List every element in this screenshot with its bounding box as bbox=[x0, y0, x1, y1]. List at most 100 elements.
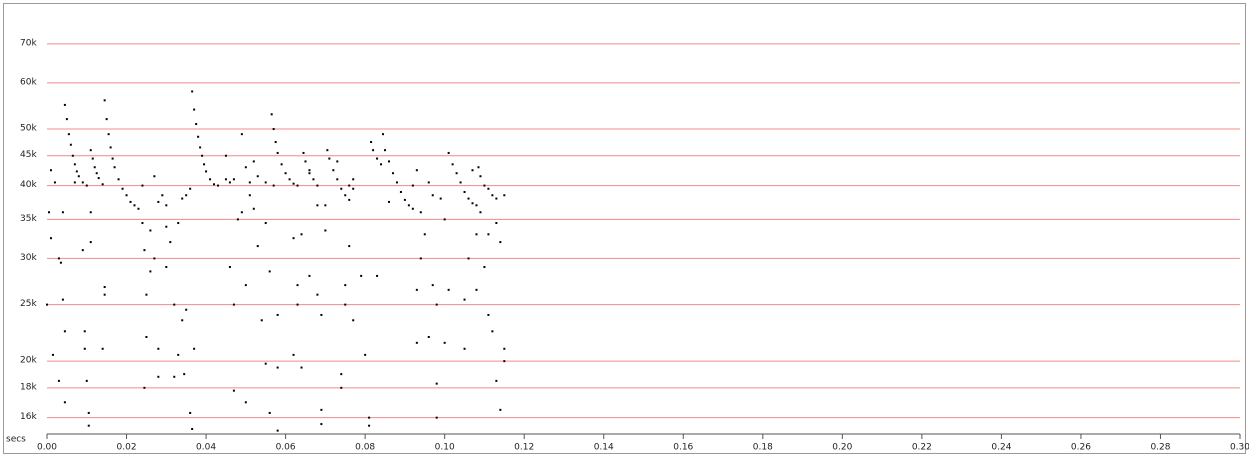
point bbox=[61, 211, 64, 214]
point bbox=[101, 347, 104, 350]
point bbox=[328, 157, 331, 160]
point bbox=[177, 222, 180, 225]
point bbox=[376, 157, 379, 160]
point bbox=[47, 211, 50, 214]
point bbox=[57, 257, 60, 260]
point bbox=[495, 222, 498, 225]
point bbox=[193, 108, 196, 111]
x-tick-label: 0.06 bbox=[276, 443, 296, 453]
point bbox=[63, 401, 66, 404]
point bbox=[63, 103, 66, 106]
point bbox=[344, 284, 347, 287]
point bbox=[499, 408, 502, 411]
point bbox=[332, 169, 335, 172]
point bbox=[427, 335, 430, 338]
y-tick-label: 18k bbox=[20, 382, 37, 392]
point bbox=[103, 99, 106, 102]
point bbox=[487, 313, 490, 316]
point bbox=[195, 123, 198, 126]
point bbox=[340, 373, 343, 376]
point bbox=[495, 379, 498, 382]
point bbox=[276, 366, 279, 369]
x-tick-label: 0.04 bbox=[196, 443, 216, 453]
point bbox=[326, 149, 329, 152]
x-tick-label: 0.08 bbox=[355, 443, 375, 453]
point bbox=[244, 401, 247, 404]
point bbox=[471, 169, 474, 172]
point bbox=[260, 319, 263, 322]
point bbox=[264, 222, 267, 225]
point bbox=[89, 241, 92, 244]
y-tick-label: 50k bbox=[20, 124, 37, 134]
point bbox=[459, 181, 462, 184]
point bbox=[352, 319, 355, 322]
point bbox=[264, 362, 267, 365]
point bbox=[503, 347, 506, 350]
x-tick-label: 0.22 bbox=[912, 443, 932, 453]
point bbox=[65, 118, 68, 121]
point bbox=[427, 181, 430, 184]
point bbox=[71, 154, 74, 157]
point bbox=[189, 187, 192, 190]
point bbox=[324, 229, 327, 232]
point bbox=[268, 411, 271, 414]
point bbox=[395, 181, 398, 184]
point bbox=[213, 183, 216, 186]
point bbox=[384, 149, 387, 152]
point bbox=[121, 187, 124, 190]
point bbox=[463, 347, 466, 350]
point bbox=[499, 241, 502, 244]
point bbox=[348, 198, 351, 201]
point bbox=[53, 181, 56, 184]
point bbox=[352, 187, 355, 190]
point bbox=[336, 178, 339, 181]
point bbox=[312, 178, 315, 181]
point bbox=[280, 163, 283, 166]
point bbox=[83, 330, 86, 333]
point bbox=[236, 218, 239, 221]
point bbox=[352, 178, 355, 181]
point bbox=[270, 113, 273, 116]
point bbox=[185, 194, 188, 197]
point bbox=[463, 298, 466, 301]
point bbox=[129, 200, 132, 203]
point bbox=[300, 233, 303, 236]
point bbox=[272, 128, 275, 131]
point bbox=[387, 200, 390, 203]
point bbox=[95, 172, 98, 175]
point bbox=[348, 184, 351, 187]
point bbox=[431, 284, 434, 287]
point bbox=[185, 308, 188, 311]
point bbox=[491, 330, 494, 333]
point bbox=[205, 170, 208, 173]
point bbox=[368, 416, 371, 419]
point bbox=[117, 178, 120, 181]
point bbox=[308, 169, 311, 172]
point bbox=[224, 178, 227, 181]
point bbox=[264, 181, 267, 184]
point bbox=[411, 184, 414, 187]
point bbox=[51, 353, 54, 356]
point bbox=[101, 183, 104, 186]
point bbox=[141, 222, 144, 225]
point bbox=[483, 266, 486, 269]
point bbox=[91, 157, 94, 160]
x-tick-label: 0.00 bbox=[37, 443, 57, 453]
point bbox=[364, 353, 367, 356]
point bbox=[403, 198, 406, 201]
x-tick-label: 0.26 bbox=[1071, 443, 1091, 453]
point bbox=[475, 204, 478, 207]
y-tick-label: 16k bbox=[20, 412, 37, 422]
point bbox=[292, 182, 295, 185]
y-tick-label: 45k bbox=[20, 150, 37, 160]
point bbox=[399, 190, 402, 193]
point bbox=[232, 303, 235, 306]
point bbox=[300, 366, 303, 369]
point bbox=[89, 211, 92, 214]
point bbox=[387, 160, 390, 163]
point bbox=[125, 194, 128, 197]
point bbox=[232, 178, 235, 181]
x-tick-label: 0.28 bbox=[1150, 443, 1170, 453]
point bbox=[232, 389, 235, 392]
point bbox=[370, 141, 373, 144]
